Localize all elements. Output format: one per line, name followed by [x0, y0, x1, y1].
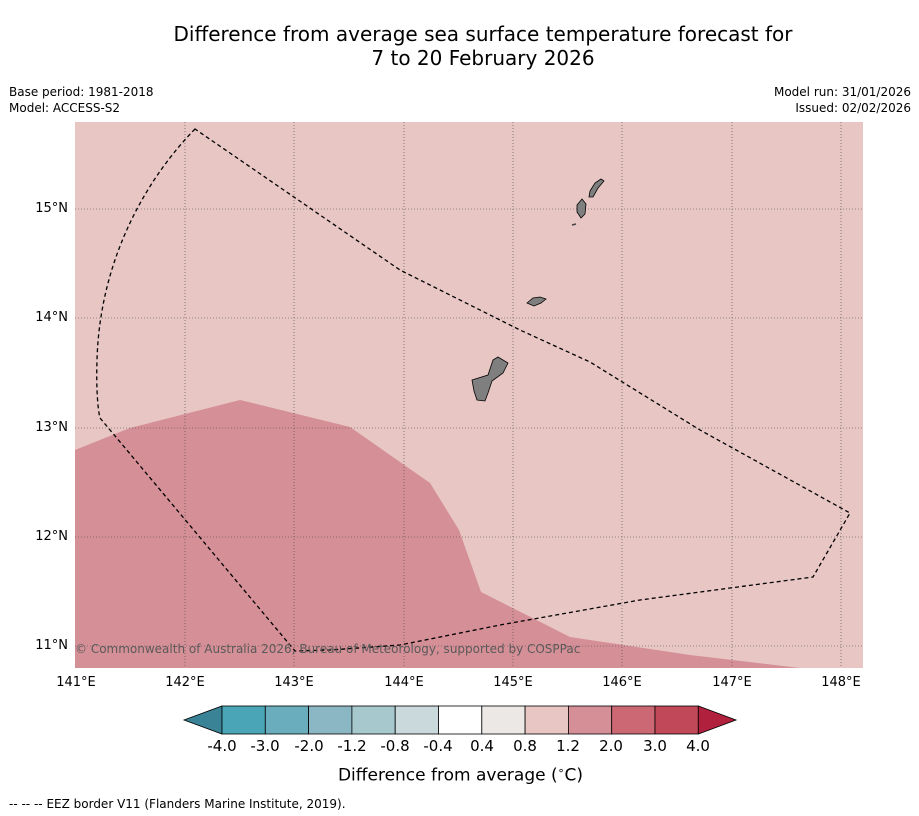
colorbar-segment-5 — [394, 705, 439, 735]
lon-label-145: 145°E — [493, 675, 533, 690]
copyright-text: © Commonwealth of Australia 2026, Bureau… — [75, 642, 581, 656]
colorbar-segment-4 — [351, 705, 396, 735]
aguijan-island — [571, 223, 577, 226]
cbar-tick-4: -0.8 — [380, 737, 410, 755]
islands — [471, 178, 605, 402]
issued-text: Issued: 02/02/2026 — [795, 101, 911, 115]
colorbar-segment-1 — [221, 705, 266, 735]
lon-label-142: 142°E — [165, 675, 205, 690]
cbar-tick-3: -1.2 — [337, 737, 367, 755]
cbar-tick-0: -4.0 — [207, 737, 237, 755]
cbar-tick-2: -2.0 — [294, 737, 324, 755]
title-line-2: 7 to 20 February 2026 — [371, 46, 595, 70]
lon-label-144: 144°E — [384, 675, 424, 690]
lon-label-146: 146°E — [602, 675, 642, 690]
model-run-text: Model run: 31/01/2026 — [773, 85, 911, 99]
gridlines — [75, 122, 863, 668]
base-period-text: Base period: 1981-2018 — [9, 85, 154, 99]
tinian-island — [576, 198, 587, 219]
colorbar-segment-6 — [438, 705, 483, 735]
footnote-dash-legend: -- -- -- — [9, 797, 43, 811]
colorbar-title-text: Difference from average ( — [337, 765, 558, 786]
colorbar-unit-text: C) — [564, 765, 584, 786]
colorbar-arrow-low — [182, 705, 223, 735]
guam-island — [471, 356, 509, 402]
cbar-tick-11: 4.0 — [686, 737, 710, 755]
lat-label-11: 11°N — [35, 638, 68, 653]
colorbar-title: Difference from average (∘C) — [0, 764, 919, 786]
lon-label-143: 143°E — [274, 675, 314, 690]
chart-title: Difference from average sea surface temp… — [0, 22, 919, 70]
colorbar-segment-10 — [611, 705, 656, 735]
cbar-tick-10: 3.0 — [643, 737, 667, 755]
colorbar-segment-8 — [524, 705, 569, 735]
colorbar — [182, 705, 738, 735]
model-text: Model: ACCESS-S2 — [9, 101, 121, 115]
meta-right: Model run: 31/01/2026 Issued: 02/02/2026 — [774, 84, 911, 116]
cbar-tick-1: -3.0 — [250, 737, 280, 755]
lat-label-12: 12°N — [35, 529, 68, 544]
cbar-tick-8: 1.2 — [556, 737, 580, 755]
cbar-tick-5: -0.4 — [423, 737, 453, 755]
lat-label-14: 14°N — [35, 310, 68, 325]
title-line-1: Difference from average sea surface temp… — [173, 22, 793, 46]
cbar-tick-7: 0.8 — [513, 737, 537, 755]
meta-left: Base period: 1981-2018 Model: ACCESS-S2 — [9, 84, 154, 116]
cbar-tick-6: 0.4 — [470, 737, 494, 755]
warm-anomaly-region — [75, 400, 800, 668]
colorbar-arrow-high — [697, 705, 738, 735]
cbar-tick-9: 2.0 — [599, 737, 623, 755]
lon-label-147: 147°E — [712, 675, 752, 690]
rota-island — [526, 296, 547, 307]
lon-label-148: 148°E — [821, 675, 861, 690]
colorbar-segment-7 — [481, 705, 526, 735]
colorbar-segment-11 — [654, 705, 699, 735]
footnote-text: EEZ border V11 (Flanders Marine Institut… — [46, 797, 346, 811]
colorbar-segment-3 — [308, 705, 353, 735]
lat-label-13: 13°N — [35, 420, 68, 435]
footnote: -- -- -- EEZ border V11 (Flanders Marine… — [9, 797, 346, 811]
saipan-island — [588, 178, 605, 198]
eez-border-dashed — [96, 128, 851, 652]
colorbar-degree-symbol: ∘ — [557, 764, 565, 777]
lat-label-15: 15°N — [35, 201, 68, 216]
colorbar-segment-9 — [568, 705, 613, 735]
lon-label-141: 141°E — [56, 675, 96, 690]
colorbar-segment-2 — [264, 705, 309, 735]
